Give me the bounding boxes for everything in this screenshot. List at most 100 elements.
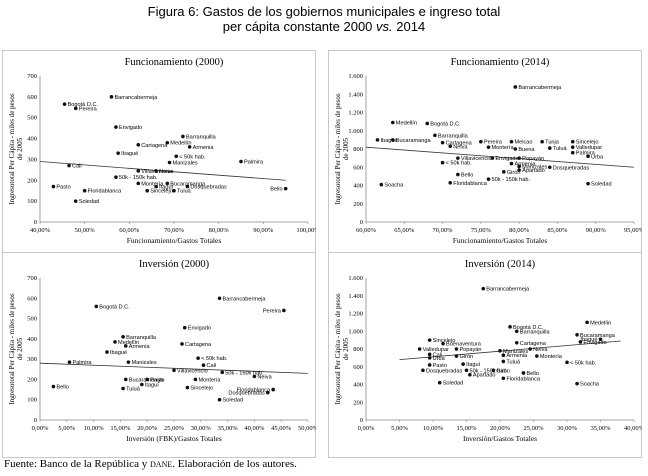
- data-label-soledad: Soledad: [591, 182, 612, 188]
- data-point-bello: [51, 384, 56, 389]
- data-label-neiva: Neiva: [257, 374, 272, 380]
- data-label-sincelejo: Sincelejo: [190, 386, 213, 392]
- x-axis-label: Funcionamiento/Gastos Totales: [127, 236, 222, 245]
- y-tick-label: 0: [360, 219, 363, 226]
- data-label-envigado: Envigado: [188, 326, 211, 332]
- chart-frame: [328, 50, 642, 256]
- data-label-barrancabermeja: Barrancabermeja: [114, 95, 158, 101]
- data-point-popayan: [454, 347, 459, 351]
- data-label-tulua: Tuluá: [126, 387, 141, 393]
- y-tick-label: 500: [27, 115, 37, 122]
- data-label-giron: Girón: [496, 368, 510, 374]
- data-point-envigado: [578, 340, 583, 344]
- data-point-tunja: [540, 139, 544, 144]
- data-point-soledad: [73, 199, 78, 203]
- data-label-pasto: Pasto: [433, 363, 447, 369]
- chart-panel-inversion-2014: Inversión (2014) 0 200 400 600 800 1.000 1.200 1…: [328, 252, 642, 458]
- y-tick-label: 400: [353, 183, 363, 190]
- chart-frame: [328, 252, 642, 458]
- data-point-medellin: [585, 320, 589, 325]
- data-label-barranquilla: Barranquilla: [520, 329, 551, 335]
- data-label-50k-hab: < 50k hab.: [201, 356, 228, 362]
- chart-title: Funcionamiento (2014): [451, 57, 550, 68]
- data-label-envigado: Envigado: [583, 340, 606, 346]
- y-tick-label: 1.600: [348, 275, 363, 282]
- data-label-bogota-d-c: Bogotá D.C.: [513, 325, 544, 331]
- y-tick-label: 1.000: [348, 128, 363, 135]
- data-label-neiva: Neiva: [453, 144, 468, 150]
- data-point-barrancabermeja: [513, 85, 518, 89]
- y-axis-label-line1: Ingresototal Per Cápita - miles de pesos: [8, 293, 16, 404]
- data-label-ibague: Ibagué: [121, 151, 138, 157]
- data-point-medellin: [165, 140, 170, 145]
- data-point-cartagena: [180, 342, 184, 346]
- data-point-cali: [201, 363, 206, 368]
- data-label-barrancabermeja: Barrancabermeja: [486, 287, 530, 293]
- figure-title: Figura 6: Gastos de los gobiernos munici…: [0, 4, 648, 34]
- scatter-chart-funcionamiento-2014: Funcionamiento (2014) 0 200 400 600 800 1.000 1…: [328, 50, 642, 256]
- data-label-popayan: Popayán: [459, 347, 481, 353]
- data-point-pasto: [427, 363, 432, 367]
- y-tick-label: 700: [27, 275, 37, 282]
- data-label-floridablanca: Floridablanca: [453, 181, 487, 187]
- data-point-itagui: [140, 382, 144, 387]
- data-point-bucaramanga: [391, 138, 395, 142]
- data-label-palmira: Palmira: [576, 151, 596, 157]
- data-label-monteria: Montería: [540, 354, 563, 360]
- x-tick-label: 60,00%: [356, 227, 377, 234]
- y-tick-label: 600: [27, 94, 37, 101]
- data-point-valledupar: [417, 347, 422, 351]
- x-tick-label: 15,00%: [110, 425, 131, 432]
- data-point-floridablanca: [448, 180, 453, 185]
- data-point-urba: [427, 356, 432, 360]
- data-point-tulua: [172, 188, 176, 193]
- x-tick-label: 20,00%: [137, 425, 158, 432]
- data-point-valledupar: [570, 145, 575, 149]
- data-label-pereira: Pereira: [263, 308, 282, 314]
- data-label-armenia: Armenia: [129, 344, 151, 350]
- data-point-sincelejo: [570, 139, 575, 144]
- data-label-giron: Girón: [507, 170, 521, 176]
- data-point-envigado: [490, 156, 495, 160]
- data-label-50k-hab: < 50k hab.: [179, 154, 206, 160]
- data-label-bucaramanga: Bucaramanga: [580, 333, 616, 339]
- data-label-bello: Bello: [526, 371, 538, 377]
- chart-panel-inversion-2000: Inversión (2000) 0 100 200 300 400 500 600 700 0,…: [2, 252, 316, 458]
- x-axis-label: Inversión/Gastos Totales: [463, 434, 537, 443]
- data-point-cartagena: [136, 143, 141, 147]
- x-tick-label: 90,00%: [253, 227, 274, 234]
- data-point-medellin: [391, 120, 395, 125]
- data-point-melcao: [509, 139, 514, 144]
- data-point-soledad: [217, 397, 222, 402]
- data-point-manizales: [126, 360, 131, 364]
- y-axis-label-line1: Ingresototal Per Cápita - miles de pesos: [334, 93, 342, 204]
- data-label-soledad: Soledad: [443, 381, 464, 387]
- x-tick-label: 50,00%: [75, 227, 96, 234]
- x-tick-label: 100,00%: [296, 227, 316, 234]
- data-label-palmira: Palmira: [72, 360, 92, 366]
- data-label-bello: Bello: [461, 173, 473, 179]
- data-label-bucaramanga: Bucaramanga: [170, 181, 206, 187]
- data-label-barranquilla: Barranquilla: [438, 133, 469, 139]
- data-label-cali: Cali: [206, 363, 216, 369]
- data-point-tulua: [547, 146, 552, 150]
- x-tick-label: 40,00%: [30, 227, 51, 234]
- y-tick-label: 1.400: [348, 293, 363, 300]
- data-point-medellin: [113, 340, 117, 344]
- data-label-bucaramanga: Bucaramanga: [396, 138, 432, 144]
- data-label-monteria: Montería: [492, 145, 515, 151]
- x-tick-label: 25,00%: [164, 425, 185, 432]
- data-point-armenia: [501, 353, 506, 358]
- data-point-manizales: [498, 348, 502, 353]
- data-point-neiva: [252, 374, 257, 379]
- data-label-villavicencio: Villavicencio: [177, 368, 208, 374]
- data-point-manizales: [167, 160, 172, 165]
- data-point-apartado: [468, 372, 472, 377]
- data-label-pasto: Pasto: [56, 185, 70, 191]
- data-label-50k-150k-hab: 50k - 150k hab.: [225, 370, 264, 376]
- data-label-bello: Bello: [56, 385, 68, 391]
- y-tick-label: 0: [34, 417, 37, 424]
- data-point-popayan: [517, 156, 521, 160]
- data-label-50k-150k-hab: 50k - 150k hab.: [492, 177, 531, 183]
- data-label-cartagena: Cartagena: [141, 143, 168, 149]
